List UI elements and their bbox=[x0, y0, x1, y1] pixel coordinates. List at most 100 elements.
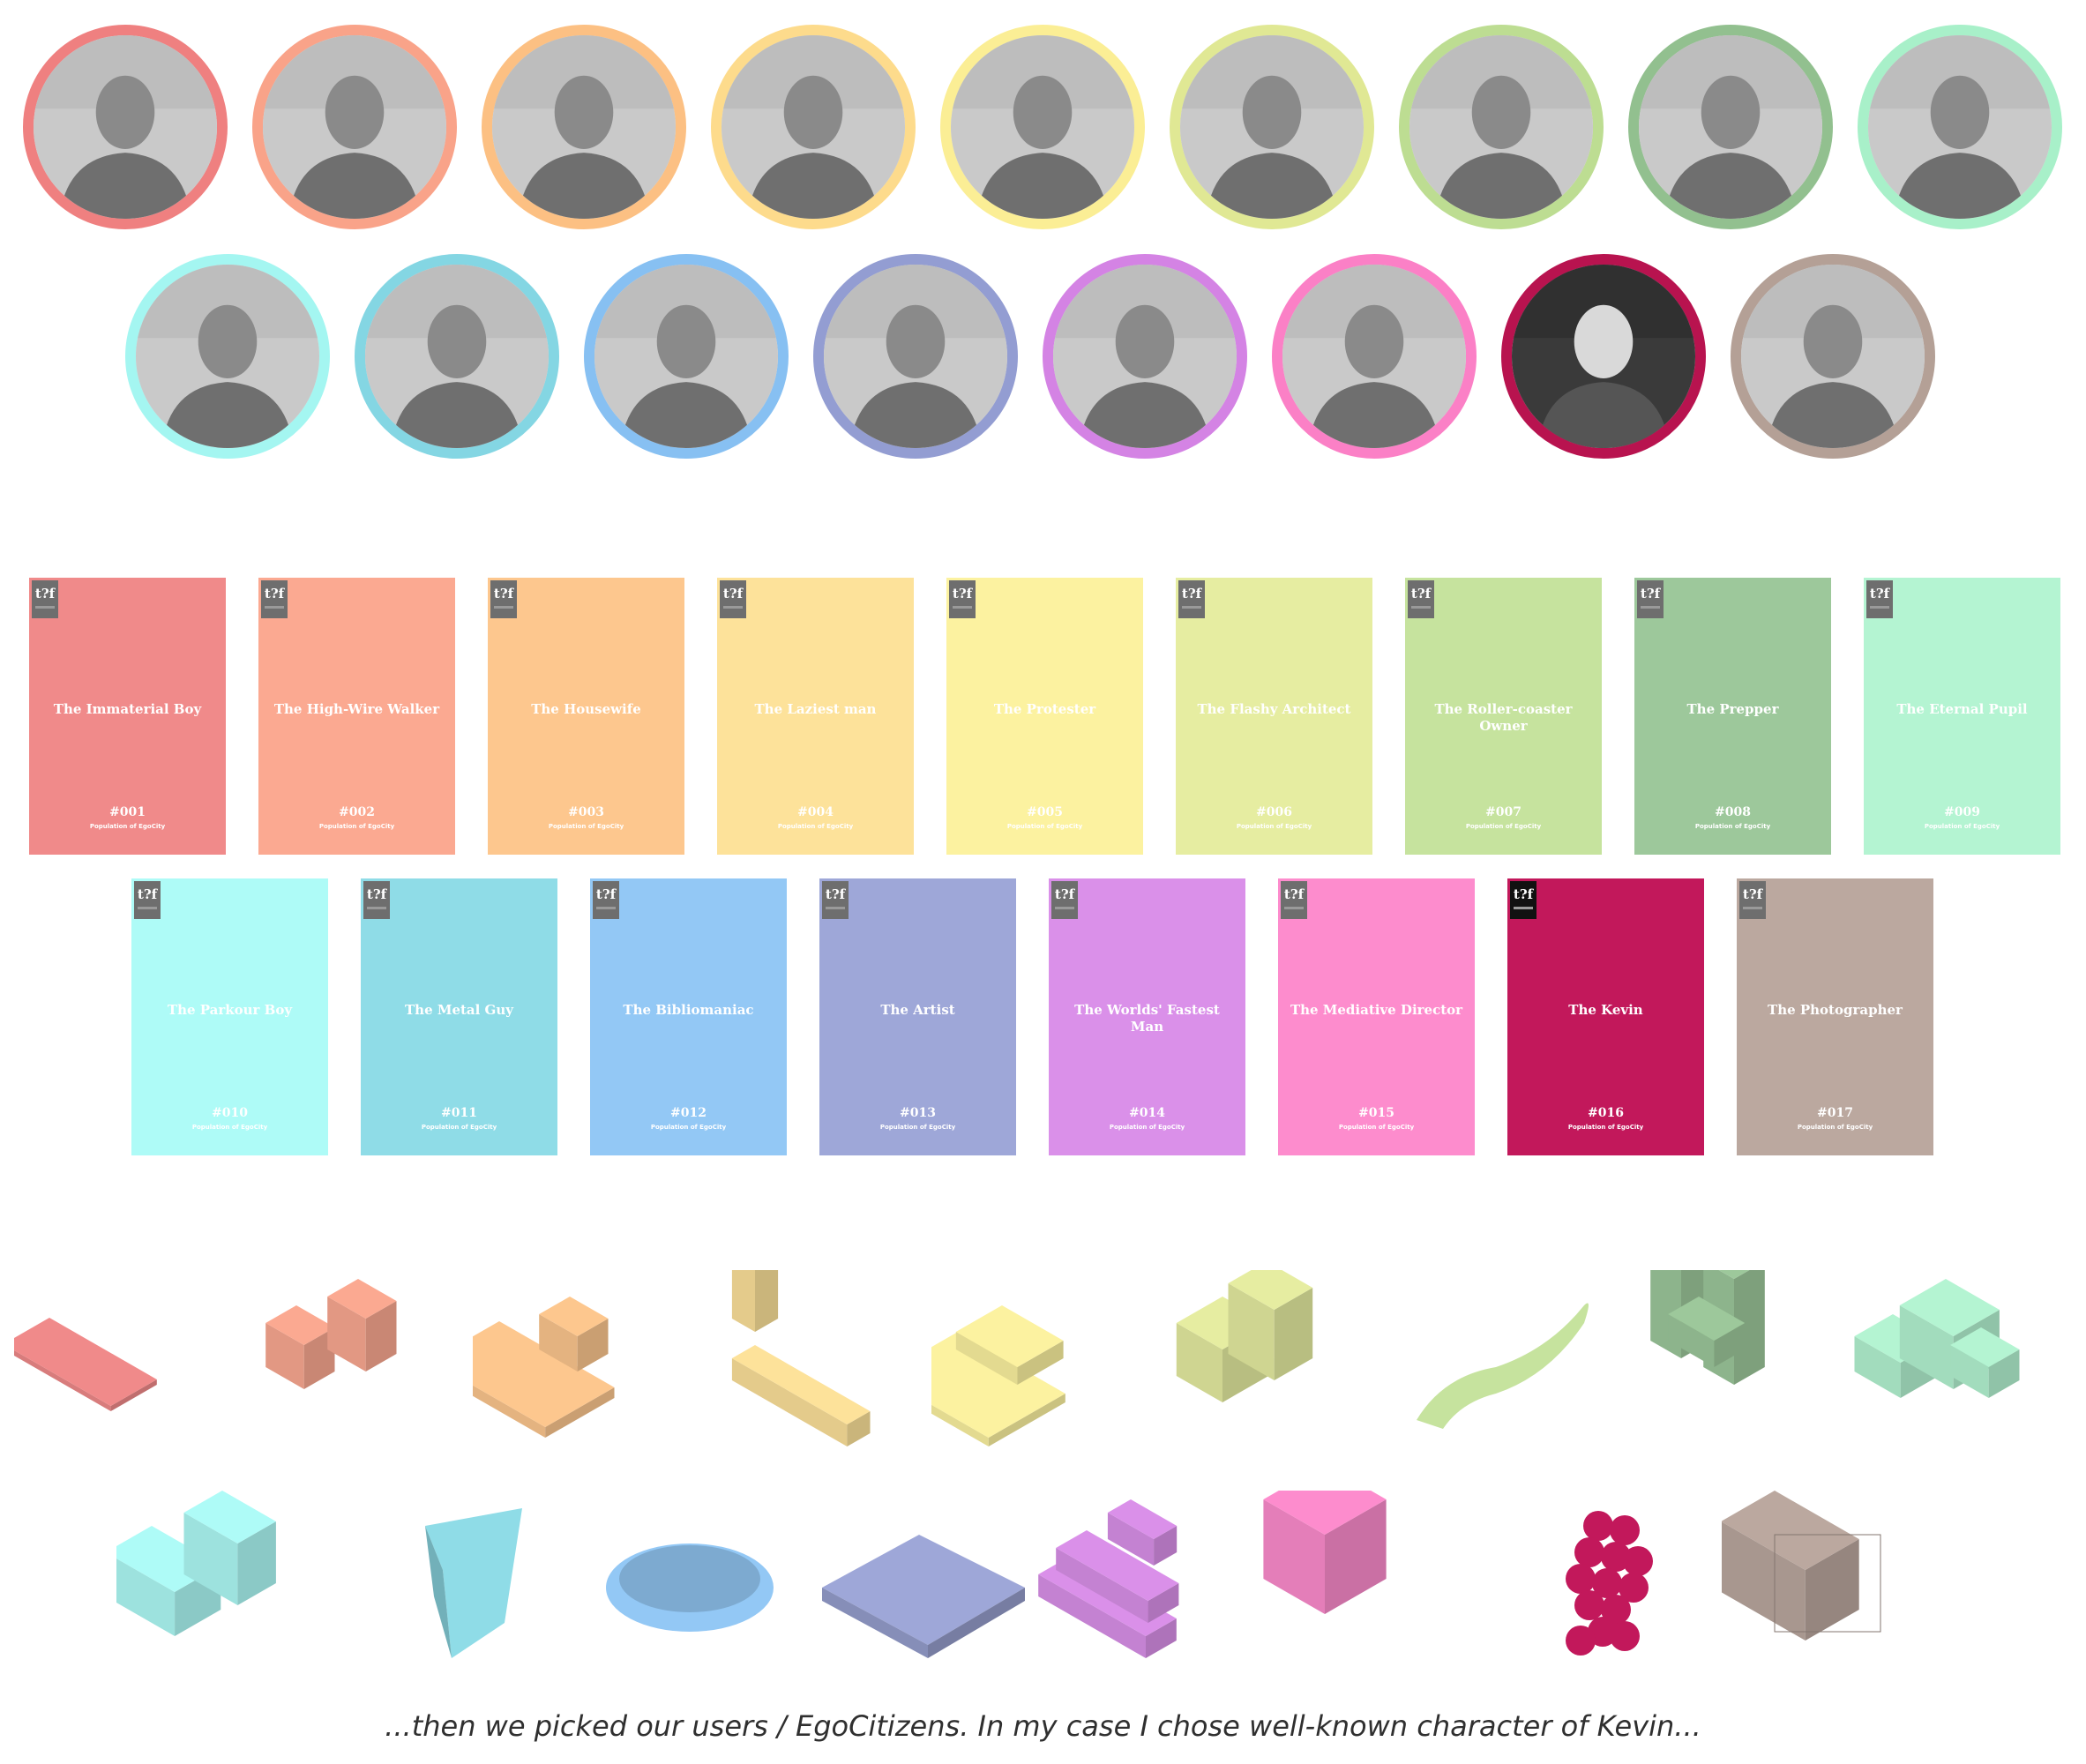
portrait-photo bbox=[1180, 35, 1364, 219]
tf-logo: t?f bbox=[1178, 580, 1205, 618]
logo-underline bbox=[953, 606, 972, 609]
citizen-portrait[interactable] bbox=[1399, 25, 1604, 229]
model-graphic bbox=[265, 1279, 397, 1389]
logo-text: t?f bbox=[1869, 586, 1890, 602]
citizen-card[interactable]: t?f The Bibliomaniac #012 Population of Ego… bbox=[590, 878, 787, 1155]
tf-logo: t?f bbox=[1510, 881, 1536, 919]
model-graphic bbox=[425, 1508, 522, 1658]
citizen-card[interactable]: t?f The High-Wire Walker #002 Population of… bbox=[258, 578, 455, 855]
card-subtitle: Population of EgoCity bbox=[191, 1124, 268, 1131]
card-subtitle: Population of EgoCity bbox=[1006, 823, 1083, 830]
model-graphic bbox=[822, 1535, 1025, 1658]
citizen-portrait[interactable] bbox=[1628, 25, 1833, 229]
model-graphic bbox=[1176, 1270, 1313, 1402]
card-subtitle: Population of EgoCity bbox=[650, 1124, 727, 1131]
building-model bbox=[575, 1491, 804, 1667]
citizen-portrait[interactable] bbox=[813, 254, 1018, 459]
citizen-portrait[interactable] bbox=[1731, 254, 1935, 459]
citizen-card[interactable]: t?f The Housewife #003 Population of EgoCit… bbox=[488, 578, 684, 855]
logo-text: t?f bbox=[722, 586, 744, 602]
model-graphic bbox=[1650, 1270, 1765, 1385]
citizen-card[interactable]: t?f The Eternal Pupil #009 Population of Eg… bbox=[1864, 578, 2060, 855]
citizen-portrait[interactable] bbox=[23, 25, 228, 229]
logo-underline bbox=[723, 606, 743, 609]
citizen-card[interactable]: t?f The Parkour Boy #010 Population of EgoC… bbox=[131, 878, 328, 1155]
logo-text: t?f bbox=[1054, 886, 1075, 902]
citizen-portrait[interactable] bbox=[355, 254, 559, 459]
logo-underline bbox=[35, 606, 55, 609]
card-number: #012 bbox=[670, 1106, 707, 1120]
citizen-portrait[interactable] bbox=[1272, 254, 1477, 459]
card-title: The Flashy Architect bbox=[1197, 701, 1351, 717]
citizen-card[interactable]: t?f The Metal Guy #011 Population of EgoCit… bbox=[361, 878, 557, 1155]
building-model bbox=[473, 1270, 702, 1446]
card-subtitle: Population of EgoCity bbox=[548, 823, 624, 830]
citizen-portrait[interactable] bbox=[1501, 254, 1706, 459]
building-model bbox=[1263, 1491, 1492, 1667]
model-graphic bbox=[1263, 1491, 1387, 1614]
citizen-portrait[interactable] bbox=[1858, 25, 2062, 229]
logo-text: t?f bbox=[595, 886, 617, 902]
tf-logo: t?f bbox=[1051, 881, 1078, 919]
citizen-card[interactable]: t?f The Worlds' Fastest Man #014 Population… bbox=[1049, 878, 1245, 1155]
portrait-photo bbox=[1409, 35, 1593, 219]
citizen-portrait[interactable] bbox=[584, 254, 789, 459]
logo-underline bbox=[826, 907, 845, 909]
building-model bbox=[1161, 1270, 1390, 1446]
citizen-portrait[interactable] bbox=[1170, 25, 1374, 229]
card-title: The Eternal Pupil bbox=[1896, 701, 2028, 717]
card-number: #004 bbox=[797, 805, 834, 819]
portrait-photo bbox=[824, 265, 1007, 448]
citizen-portrait[interactable] bbox=[125, 254, 330, 459]
citizen-card[interactable]: t?f The Protester #005 Population of EgoCit… bbox=[946, 578, 1143, 855]
card-subtitle: Population of EgoCity bbox=[1465, 823, 1542, 830]
card-subtitle: Population of EgoCity bbox=[1567, 1124, 1644, 1131]
card-title: The Kevin bbox=[1568, 1002, 1643, 1018]
card-subtitle: Population of EgoCity bbox=[879, 1124, 956, 1131]
citizen-card[interactable]: t?f The Mediative Director #015 Population … bbox=[1278, 878, 1475, 1155]
logo-text: t?f bbox=[1513, 886, 1534, 902]
building-model bbox=[116, 1491, 346, 1667]
card-title: The Mediative Director bbox=[1290, 1002, 1463, 1018]
citizen-card[interactable]: t?f The Prepper #008 Population of EgoCity bbox=[1634, 578, 1831, 855]
card-title: The Housewife bbox=[531, 701, 641, 717]
logo-underline bbox=[596, 907, 616, 909]
logo-underline bbox=[1182, 606, 1201, 609]
card-number: #011 bbox=[441, 1106, 477, 1120]
citizen-portrait[interactable] bbox=[940, 25, 1145, 229]
citizen-card[interactable]: t?f The Artist #013 Population of EgoCity bbox=[819, 878, 1016, 1155]
card-subtitle: Population of EgoCity bbox=[318, 823, 395, 830]
logo-text: t?f bbox=[952, 586, 973, 602]
logo-underline bbox=[1641, 606, 1660, 609]
building-model bbox=[1390, 1270, 1619, 1446]
model-graphic bbox=[1566, 1511, 1653, 1656]
tf-logo: t?f bbox=[593, 881, 619, 919]
citizen-card[interactable]: t?f The Flashy Architect #006 Population of… bbox=[1176, 578, 1372, 855]
logo-underline bbox=[1055, 907, 1074, 909]
portrait-photo bbox=[1741, 265, 1925, 448]
logo-text: t?f bbox=[1283, 886, 1305, 902]
card-number: #016 bbox=[1588, 1106, 1624, 1120]
logo-text: t?f bbox=[264, 586, 285, 602]
citizen-card[interactable]: t?f The Immaterial Boy #001 Population of E… bbox=[29, 578, 226, 855]
card-number: #007 bbox=[1485, 805, 1522, 819]
citizen-card[interactable]: t?f The Roller-coaster Owner #007 Populatio… bbox=[1405, 578, 1602, 855]
citizen-card[interactable]: t?f The Kevin #016 Population of EgoCity bbox=[1507, 878, 1704, 1155]
card-title: The Parkour Boy bbox=[167, 1002, 293, 1018]
citizen-portrait[interactable] bbox=[1043, 254, 1247, 459]
citizen-card[interactable]: t?f The Laziest man #004 Population of EgoC… bbox=[717, 578, 914, 855]
citizen-portrait[interactable] bbox=[711, 25, 916, 229]
portrait-photo bbox=[1053, 265, 1237, 448]
building-model bbox=[931, 1270, 1161, 1446]
logo-underline bbox=[367, 907, 386, 909]
citizen-portrait[interactable] bbox=[482, 25, 686, 229]
model-graphic bbox=[14, 1318, 157, 1411]
citizen-portrait[interactable] bbox=[252, 25, 457, 229]
card-subtitle: Population of EgoCity bbox=[89, 823, 166, 830]
building-model bbox=[14, 1270, 243, 1446]
logo-text: t?f bbox=[137, 886, 158, 902]
portrait-photo bbox=[34, 35, 217, 219]
portrait-photo bbox=[1282, 265, 1466, 448]
tf-logo: t?f bbox=[363, 881, 390, 919]
citizen-card[interactable]: t?f The Photographer #017 Population of Ego… bbox=[1737, 878, 1933, 1155]
